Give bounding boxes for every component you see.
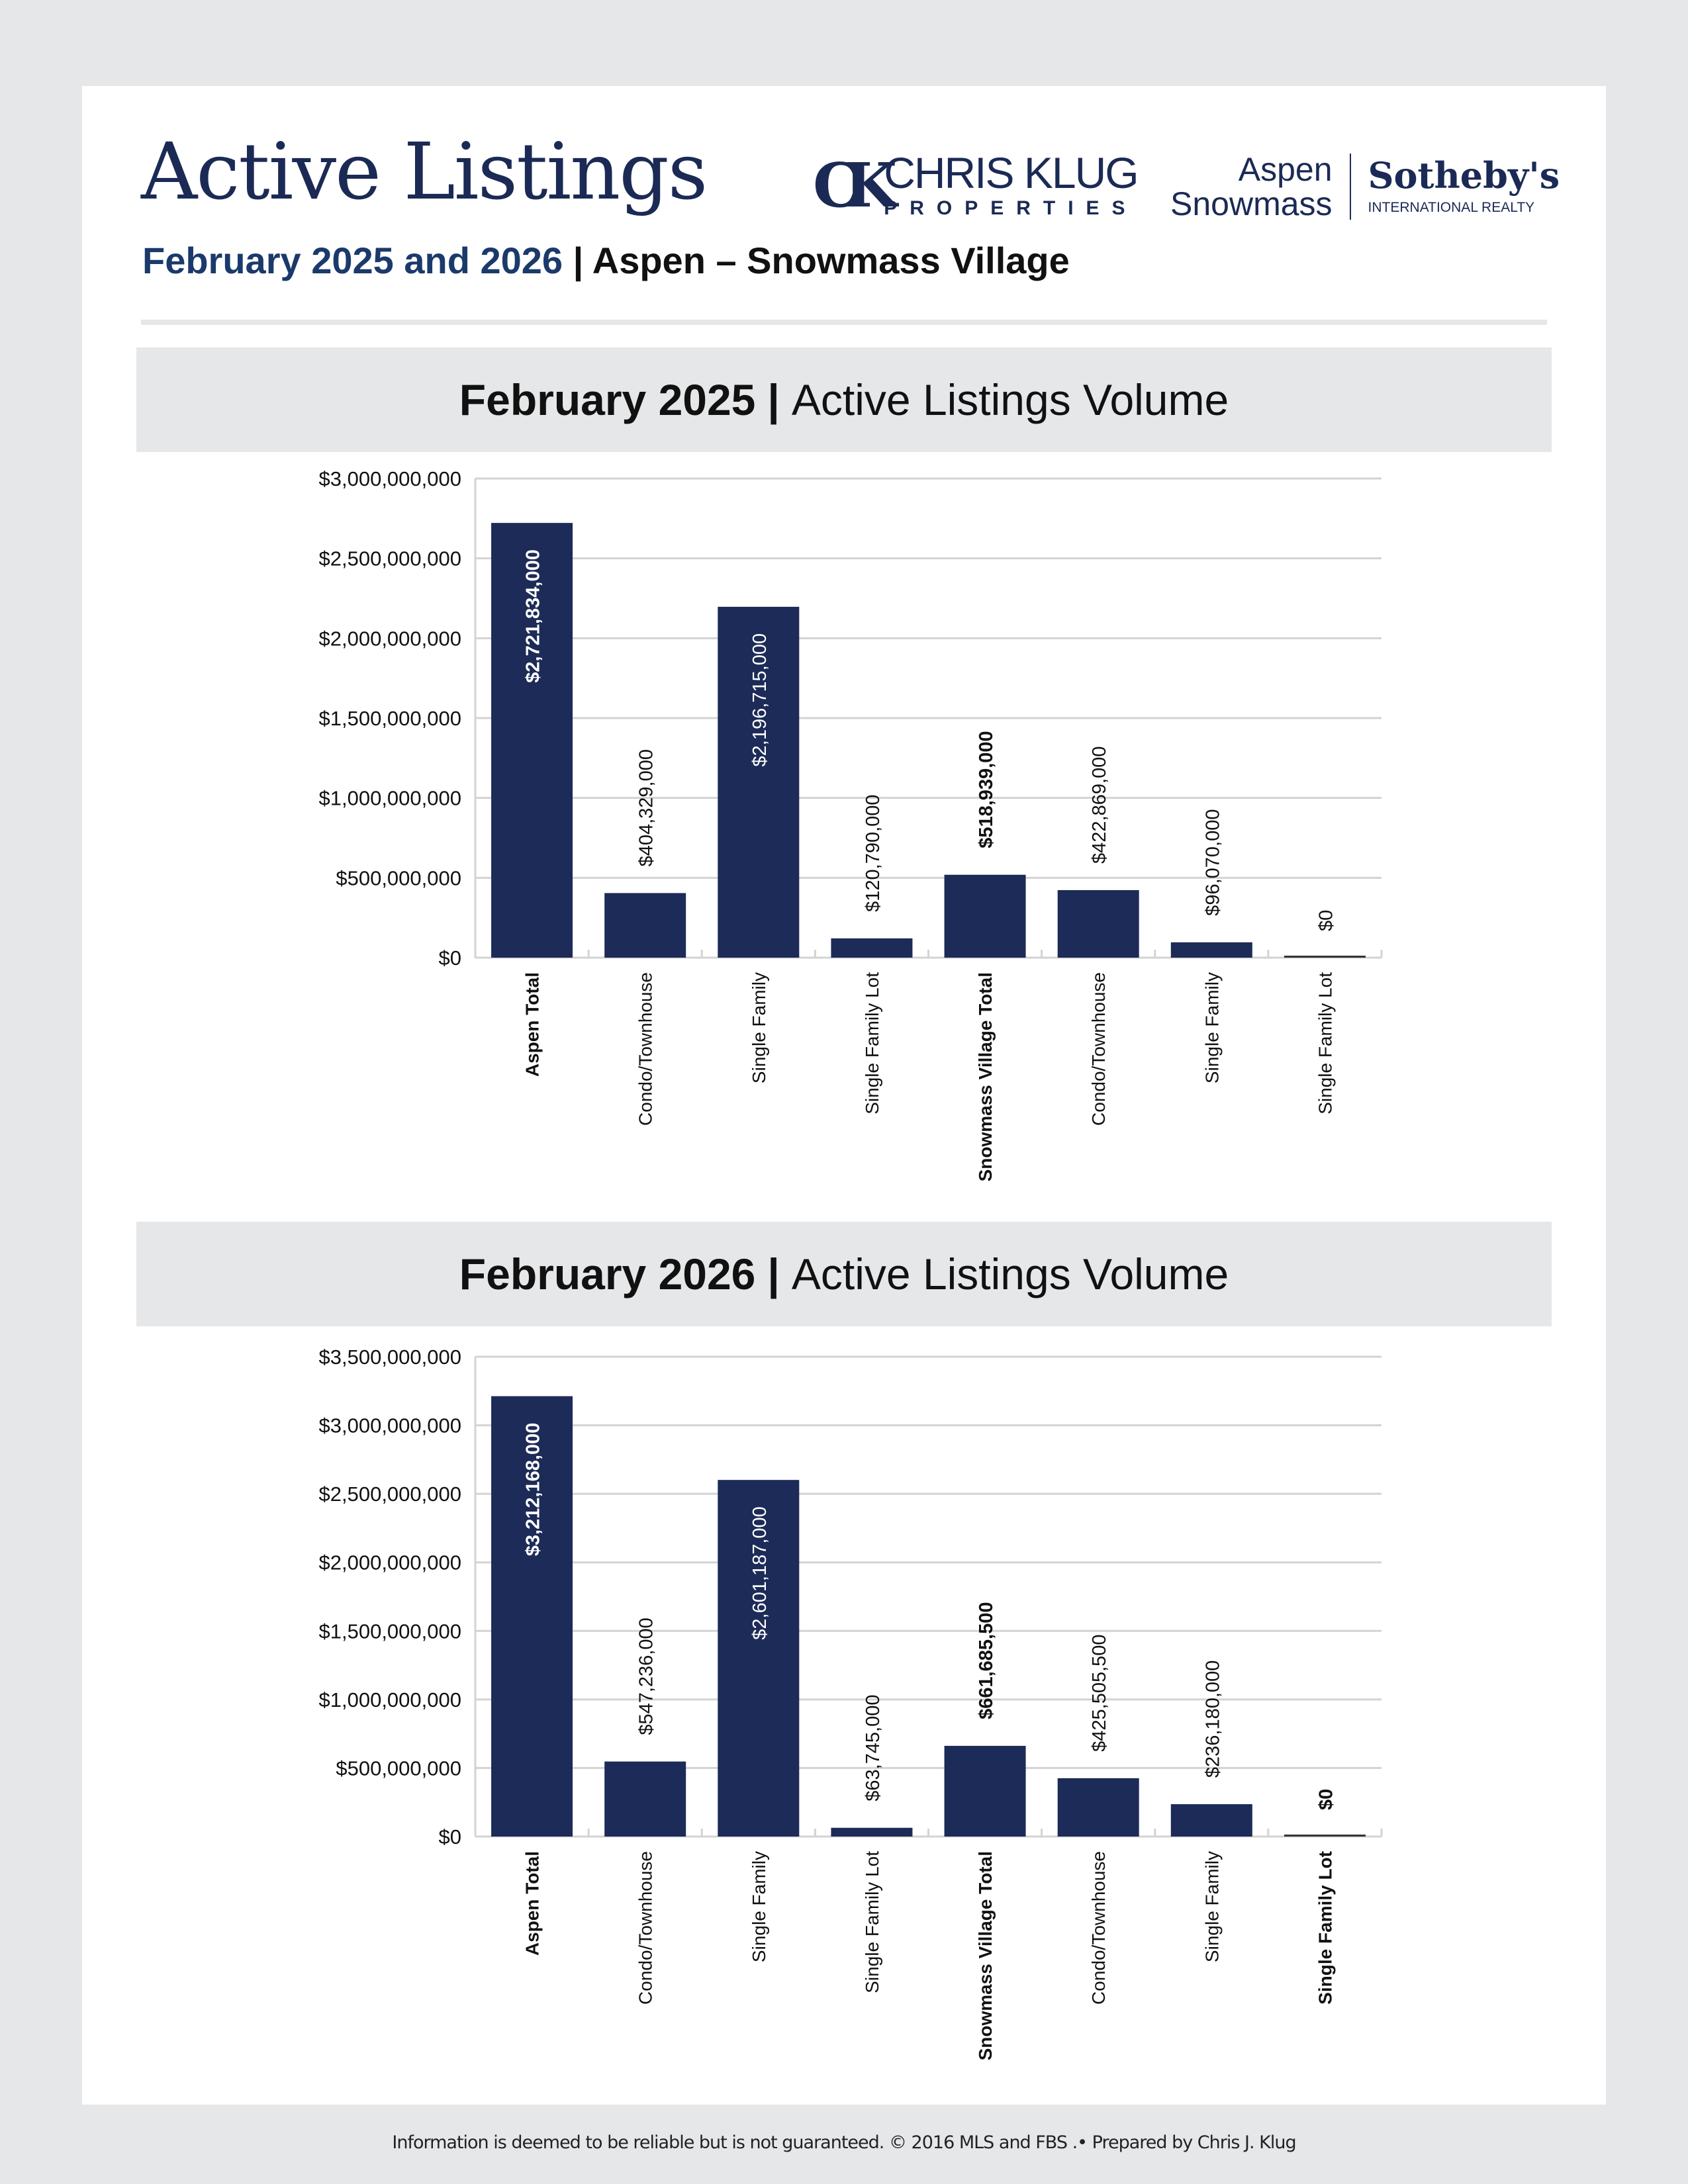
bar	[1057, 889, 1139, 958]
ck-logo-name: CHRIS KLUG	[884, 148, 1139, 197]
ck-logo-sub: PROPERTIES	[884, 197, 1138, 219]
y-tick-label: $500,000,000	[336, 866, 461, 889]
y-tick-label: $0	[439, 1825, 461, 1848]
chris-klug-logo: CK CHRIS KLUG PROPERTIES	[813, 148, 1139, 221]
data-label: $0	[1315, 910, 1336, 931]
section-label: Active Listings Volume	[791, 375, 1229, 424]
bar	[604, 1761, 686, 1837]
section-header-2026: February 2026 | Active Listings Volume	[136, 1222, 1552, 1326]
y-tick-label: $3,000,000,000	[319, 467, 462, 490]
section-label: Active Listings Volume	[791, 1250, 1229, 1298]
bar	[718, 1480, 800, 1837]
data-label: $120,790,000	[863, 794, 884, 911]
category-label: Aspen Total	[522, 1851, 543, 1956]
bar	[1284, 956, 1366, 958]
bar	[718, 606, 800, 958]
y-tick-label: $2,000,000,000	[319, 1551, 462, 1574]
y-tick-label: $2,500,000,000	[319, 547, 462, 570]
data-label: $63,745,000	[863, 1695, 884, 1801]
category-label: Single Family Lot	[862, 1851, 882, 1993]
page-subtitle: February 2025 and 2026 | Aspen – Snowmas…	[142, 242, 1070, 279]
category-label: Snowmass Village Total	[975, 1851, 996, 2060]
header-divider	[141, 320, 1547, 325]
bar	[944, 874, 1026, 958]
data-label: $3,212,168,000	[523, 1423, 544, 1557]
bar	[604, 893, 686, 958]
section-header-2025: February 2025 | Active Listings Volume	[136, 347, 1552, 452]
y-tick-label: $1,000,000,000	[319, 1688, 462, 1711]
category-label: Aspen Total	[522, 972, 543, 1077]
footer-disclaimer: Information is deemed to be reliable but…	[392, 2132, 1296, 2153]
bar	[491, 1396, 573, 1837]
category-label: Single Family Lot	[862, 972, 882, 1115]
data-label: $236,180,000	[1202, 1661, 1223, 1778]
section-separator: |	[767, 1250, 780, 1298]
data-label: $425,505,500	[1089, 1634, 1110, 1751]
y-tick-label: $1,000,000,000	[319, 787, 462, 810]
data-label: $518,939,000	[976, 731, 997, 848]
section-period: February 2025	[459, 375, 756, 424]
subtitle-area: Aspen – Snowmass Village	[592, 240, 1070, 281]
section-separator: |	[767, 375, 780, 424]
y-tick-label: $3,500,000,000	[319, 1345, 462, 1369]
subtitle-separator: |	[563, 240, 592, 281]
bar	[1284, 1835, 1366, 1837]
data-label: $2,196,715,000	[749, 633, 771, 767]
y-tick-label: $1,500,000,000	[319, 707, 462, 730]
y-tick-label: $1,500,000,000	[319, 1619, 462, 1643]
chart-2025: $0 $500,000,000 $1,000,000,000 $1,500,000,0…	[319, 467, 1383, 1181]
section-period: February 2026	[459, 1250, 756, 1298]
sir-sub: INTERNATIONAL REALTY	[1368, 200, 1535, 215]
bar	[1170, 1804, 1252, 1837]
category-label: Single Family	[749, 1851, 769, 1962]
bar	[1057, 1778, 1139, 1837]
data-label: $547,236,000	[636, 1617, 657, 1735]
ck-monogram-icon: CK	[813, 150, 897, 221]
y-tick-label: $500,000,000	[336, 1756, 461, 1780]
data-label: $96,070,000	[1202, 809, 1223, 916]
data-label: $2,721,834,000	[523, 549, 544, 683]
sir-brand: Sotheby's	[1368, 154, 1560, 197]
category-label: Condo/Townhouse	[635, 972, 656, 1126]
category-label: Condo/Townhouse	[1088, 1851, 1109, 2005]
category-label: Single Family Lot	[1315, 972, 1335, 1115]
category-label: Single Family	[1201, 972, 1222, 1083]
sir-line1: Aspen	[1238, 151, 1333, 188]
sothebys-logo: Aspen Snowmass Sotheby's INTERNATIONAL REA…	[1170, 152, 1560, 221]
y-tick-label: $3,000,000,000	[319, 1414, 462, 1437]
bar	[944, 1745, 1026, 1837]
data-label: $404,329,000	[636, 749, 657, 866]
bar	[491, 523, 573, 958]
category-label: Single Family Lot	[1315, 1851, 1335, 2005]
category-label: Condo/Townhouse	[635, 1851, 656, 2005]
bar	[831, 938, 913, 958]
bar	[1170, 942, 1252, 958]
data-label: $661,685,500	[976, 1602, 997, 1719]
sir-line2: Snowmass	[1170, 185, 1333, 222]
chart-2026: $0 $500,000,000 $1,000,000,000 $1,500,000,0…	[319, 1345, 1383, 2060]
category-label: Single Family	[749, 972, 769, 1083]
category-label: Condo/Townhouse	[1088, 972, 1109, 1126]
logo-divider	[1349, 154, 1351, 220]
data-label: $0	[1315, 1789, 1336, 1810]
data-label: $2,601,187,000	[749, 1506, 771, 1640]
category-label: Single Family	[1201, 1851, 1222, 1962]
page-title: Active Listings	[141, 126, 708, 217]
category-label: Snowmass Village Total	[975, 972, 996, 1181]
subtitle-period: February 2025 and 2026	[142, 240, 563, 281]
data-label: $422,869,000	[1089, 747, 1110, 864]
y-tick-label: $0	[439, 946, 461, 970]
bar	[831, 1827, 913, 1837]
y-tick-label: $2,000,000,000	[319, 627, 462, 650]
y-tick-label: $2,500,000,000	[319, 1482, 462, 1506]
